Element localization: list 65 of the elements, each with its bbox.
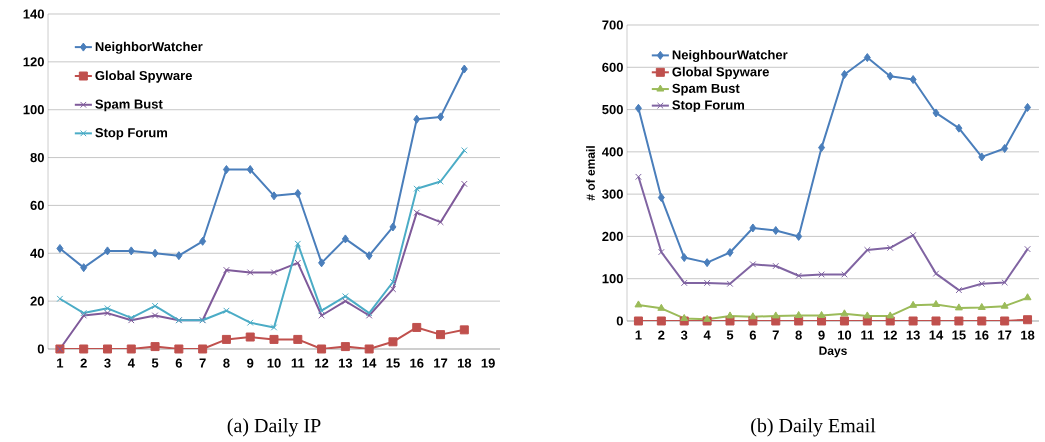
legend-label: NeighbourWatcher [672,49,788,63]
x-tick-label: 9 [818,330,825,340]
x-tick-label: 17 [998,330,1012,340]
x-tick-label: 3 [680,330,688,340]
x-tick-label: 2 [658,330,665,340]
x-tick-label: 12 [883,330,897,340]
x-tick-label: 16 [975,330,989,340]
x-tick-label: 11 [291,358,305,368]
x-tick-label: 10 [267,358,281,368]
x-tick-label: 16 [410,358,424,368]
legend-label: Global Spyware [672,66,769,79]
x-tick-label: 6 [175,358,182,368]
y-tick-label: 20 [30,296,44,306]
y-tick-label: 100 [23,105,44,115]
y-tick-label: 300 [602,189,623,199]
y-tick-label: 200 [602,231,623,242]
x-tick-label: 4 [703,330,711,340]
y-axis-title: # of email [586,146,595,201]
x-tick-label: 6 [749,330,757,340]
x-tick-label: 19 [481,358,495,368]
x-tick-label: 7 [199,358,206,368]
y-tick-label: 60 [30,200,44,211]
legend-label: Stop Forum [95,128,168,140]
x-tick-label: 1 [635,330,642,340]
x-tick-label: 17 [434,358,448,368]
y-tick-label: 0 [37,344,44,354]
x-tick-label: 1 [57,358,64,368]
y-tick-label: 400 [601,147,623,157]
y-tick-label: 100 [602,274,623,284]
x-tick-label: 18 [457,358,472,368]
x-tick-label: 14 [362,358,377,368]
x-tick-label: 13 [338,358,353,368]
x-tick-label: 10 [838,330,852,340]
y-tick-label: 120 [23,57,44,67]
x-tick-label: 7 [772,330,779,340]
legend-label: Global Spyware [95,70,192,83]
y-tick-label: 40 [30,248,44,258]
x-tick-label: 8 [223,358,230,368]
legend-label: Stop Forum [672,100,744,113]
x-tick-label: 3 [104,358,111,368]
x-tick-label: 13 [906,330,920,340]
x-tick-label: 15 [386,358,400,368]
x-tick-label: 9 [247,358,254,368]
text: (a) Daily IP [227,418,321,437]
x-tick-label: 11 [861,330,874,340]
y-tick-label: 80 [30,152,44,163]
x-tick-label: 15 [952,330,966,340]
x-tick-label: 12 [315,358,329,368]
y-tick-label: 700 [602,20,623,30]
x-tick-label: 8 [795,330,802,340]
y-tick-label: 500 [602,104,623,115]
y-tick-label: 600 [602,62,623,72]
x-tick-label: 18 [1021,330,1035,340]
x-tick-label: 5 [726,330,734,340]
x-tick-label: 4 [127,358,135,368]
legend-label: NeighborWatcher [95,41,203,54]
legend-label: Spam Bust [95,99,163,112]
y-tick-label: 140 [23,9,44,19]
text: (b) Daily Email [751,418,876,437]
legend-label: Spam Bust [672,83,740,96]
x-tick-label: 5 [151,358,159,368]
y-tick-label: 0 [616,316,623,326]
x-axis-title: Days [819,346,847,358]
x-tick-label: 2 [80,358,87,368]
x-tick-label: 14 [929,330,944,340]
